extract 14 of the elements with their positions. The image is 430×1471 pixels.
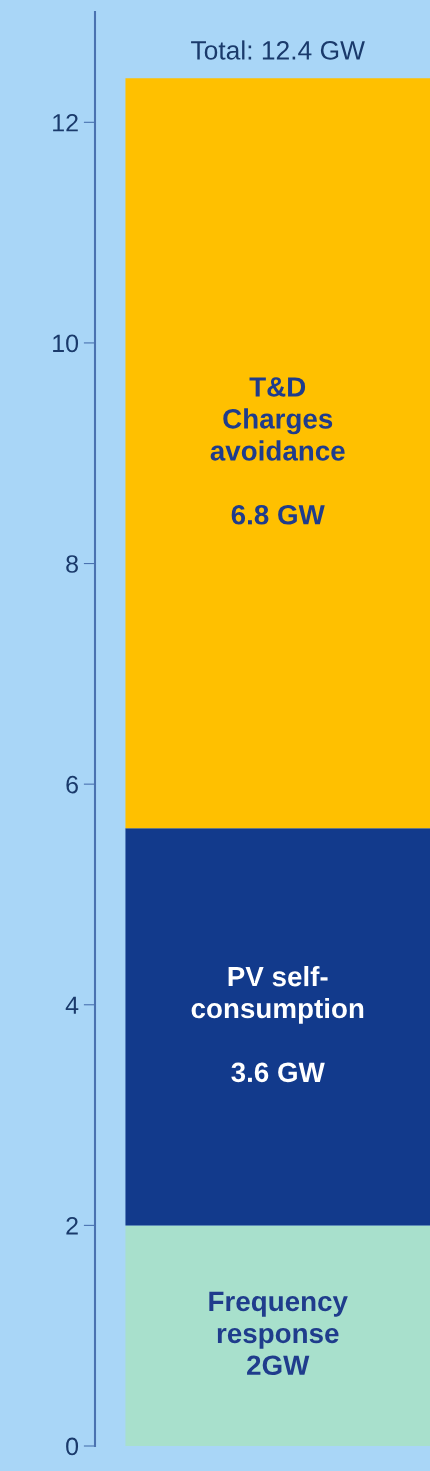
y-tick-label: 0	[66, 1437, 79, 1456]
y-tick-label: 2	[66, 1216, 78, 1235]
data-label: 2GW	[247, 1355, 310, 1376]
y-tick-label: 4	[65, 996, 79, 1014]
series-label: PV self- consumption	[191, 965, 364, 1024]
series-label: Frequency response	[209, 1291, 348, 1349]
y-tick-label: 12	[53, 113, 78, 132]
data-label: 3.6 GW	[231, 1062, 325, 1083]
y-tick-label: 8	[66, 555, 78, 573]
y-tick-label: 6	[66, 775, 78, 794]
total-label: Total: 12.4 GW	[191, 40, 365, 60]
data-label: 6.8 GW	[231, 504, 325, 525]
y-tick-label: 10	[53, 334, 79, 353]
series-label: T&D Charges avoidance	[210, 377, 345, 461]
